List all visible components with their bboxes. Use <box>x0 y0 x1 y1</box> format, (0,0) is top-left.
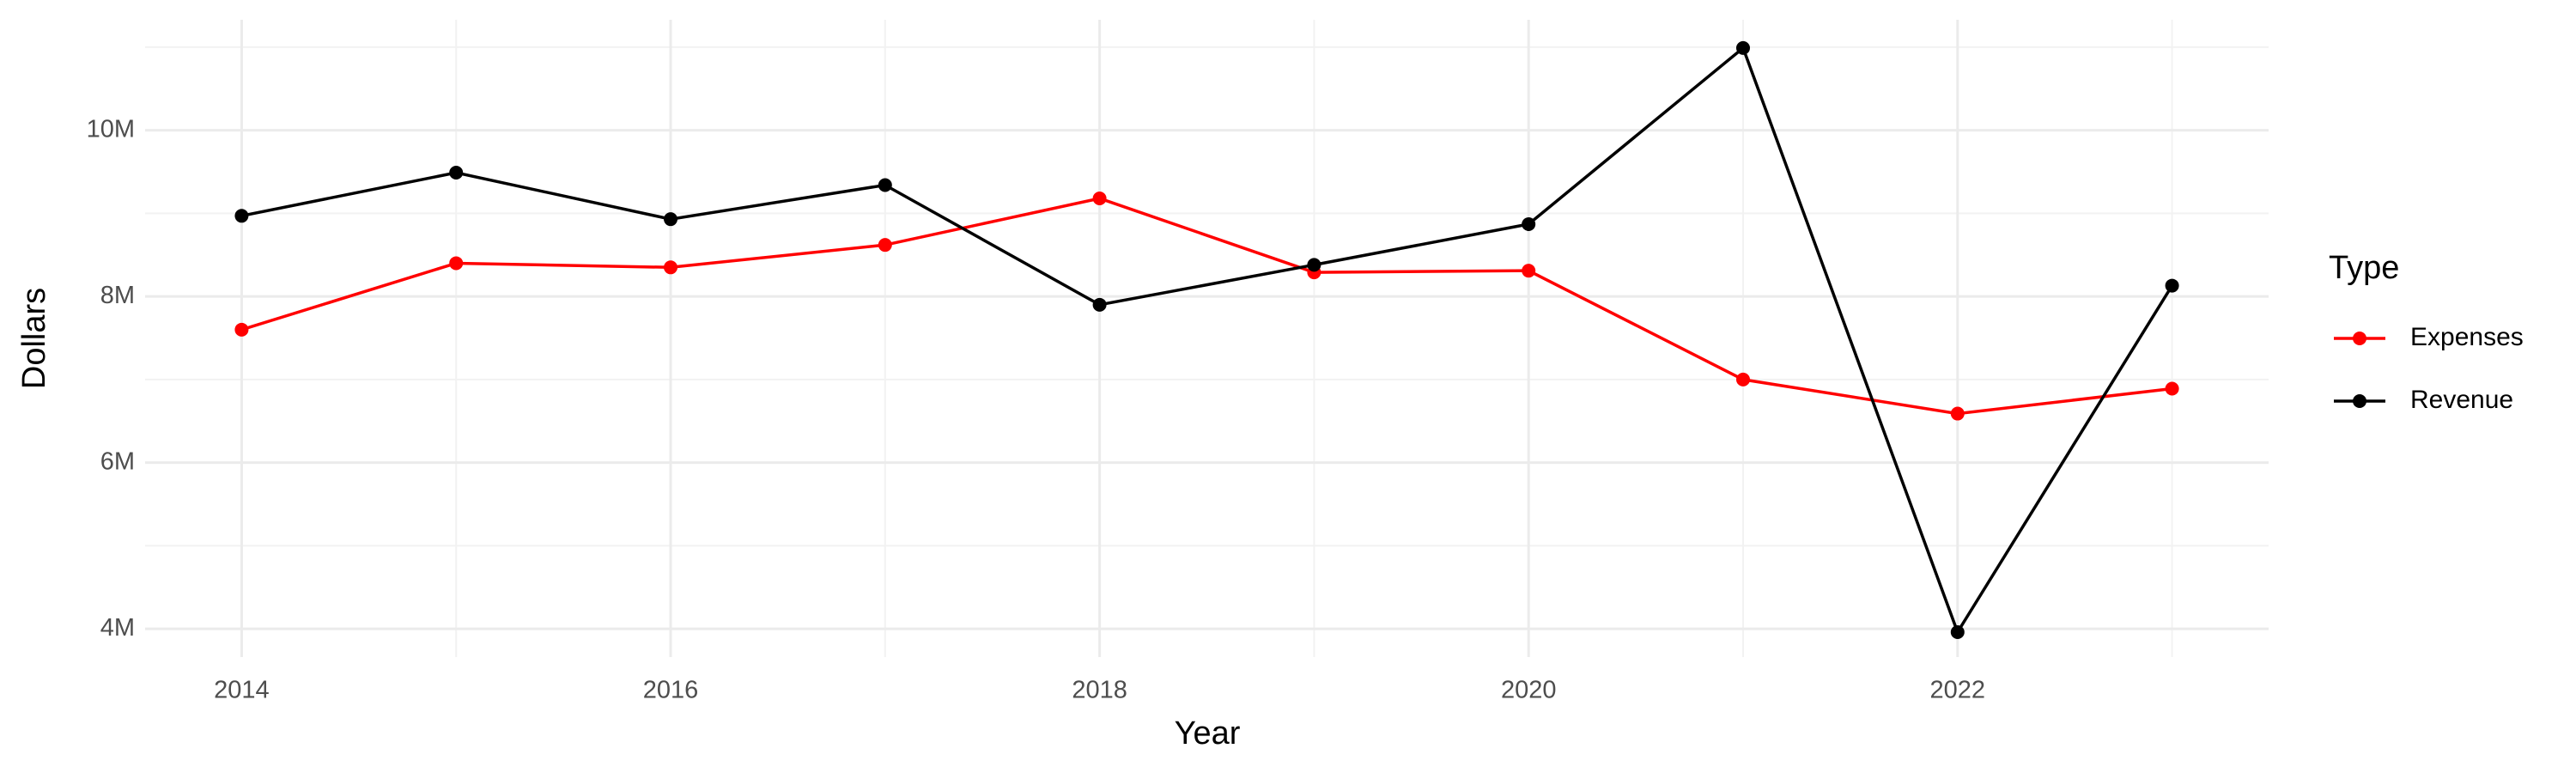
data-point <box>1735 40 1750 55</box>
data-point <box>2165 278 2179 293</box>
data-point <box>1735 372 1750 386</box>
y-tick-label: 8M <box>100 282 135 309</box>
x-tick-label: 2016 <box>643 677 699 704</box>
data-point <box>878 238 892 253</box>
data-point <box>878 178 892 192</box>
data-point <box>1522 216 1536 231</box>
legend-label: Revenue <box>2410 386 2513 414</box>
y-tick-label: 4M <box>100 614 135 642</box>
x-tick-label: 2018 <box>1072 677 1127 704</box>
y-tick-label: 10M <box>87 115 135 143</box>
data-point <box>449 256 464 271</box>
data-point <box>234 322 249 337</box>
data-point <box>664 212 678 227</box>
data-point <box>1522 264 1536 278</box>
x-tick-label: 2020 <box>1501 677 1557 704</box>
series-line <box>241 45 2174 636</box>
x-axis-title: Year <box>1175 715 1241 752</box>
data-point <box>234 209 249 223</box>
data-point <box>1950 624 1965 639</box>
series-line <box>240 197 2172 416</box>
data-point <box>2165 381 2179 396</box>
legend-marker <box>2353 332 2366 345</box>
x-tick-label: 2014 <box>214 677 270 704</box>
y-tick-label: 6M <box>100 447 135 475</box>
data-point <box>1307 258 1321 272</box>
data-point <box>1092 191 1107 205</box>
y-axis-title: Dollars <box>16 288 52 389</box>
legend-label: Expenses <box>2410 323 2524 351</box>
legend-marker <box>2353 394 2366 408</box>
data-point <box>1092 297 1107 312</box>
data-point <box>449 166 464 180</box>
data-point <box>1950 406 1965 421</box>
data-point <box>664 260 678 275</box>
x-tick-label: 2022 <box>1930 677 1986 704</box>
legend-title: Type <box>2329 250 2399 286</box>
